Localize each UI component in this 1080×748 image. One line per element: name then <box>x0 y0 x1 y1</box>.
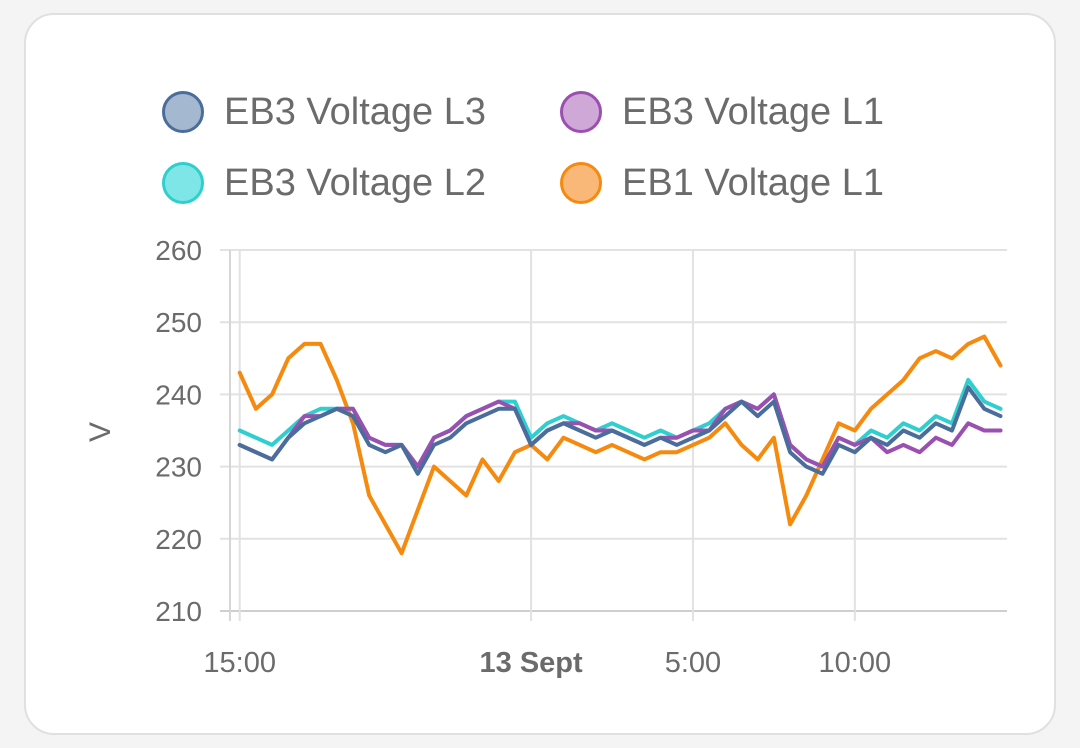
legend-label-eb3-voltage-l3: EB3 Voltage L3 <box>224 90 486 133</box>
x-tick-label: 5:00 <box>665 647 721 679</box>
y-tick-label: 220 <box>155 524 202 555</box>
legend-label-eb3-voltage-l1: EB3 Voltage L1 <box>622 90 884 133</box>
y-axis-label: V <box>84 422 117 442</box>
legend-swatch-eb1-voltage-l1 <box>560 162 602 204</box>
legend-label-eb1-voltage-l1: EB1 Voltage L1 <box>622 161 884 204</box>
legend-label-eb3-voltage-l2: EB3 Voltage L2 <box>224 161 486 204</box>
legend-item-eb3-voltage-l1[interactable]: EB3 Voltage L1 <box>560 88 920 136</box>
legend-swatch-eb3-voltage-l2 <box>162 162 204 204</box>
x-tick-label: 13 Sept <box>480 647 583 679</box>
legend-swatch-eb3-voltage-l1 <box>560 91 602 133</box>
y-tick-label: 230 <box>155 452 202 483</box>
y-tick-label: 250 <box>155 307 202 338</box>
legend-item-eb3-voltage-l3[interactable]: EB3 Voltage L3 <box>162 88 560 136</box>
y-tick-label: 260 <box>155 235 202 266</box>
chart-legend: EB3 Voltage L3 EB3 Voltage L1 EB3 Voltag… <box>162 88 920 207</box>
chart-card <box>24 13 1056 735</box>
legend-item-eb3-voltage-l2[interactable]: EB3 Voltage L2 <box>162 159 560 207</box>
legend-swatch-eb3-voltage-l3 <box>162 91 204 133</box>
series-line-eb3-voltage-l3 <box>237 385 1003 476</box>
y-tick-label: 210 <box>155 596 202 627</box>
x-tick-label: 10:00 <box>819 647 892 679</box>
series-line-eb1-voltage-l1 <box>237 334 1003 556</box>
legend-item-eb1-voltage-l1[interactable]: EB1 Voltage L1 <box>560 159 920 207</box>
x-tick-label: 15:00 <box>203 647 276 679</box>
y-tick-label: 240 <box>155 379 202 410</box>
